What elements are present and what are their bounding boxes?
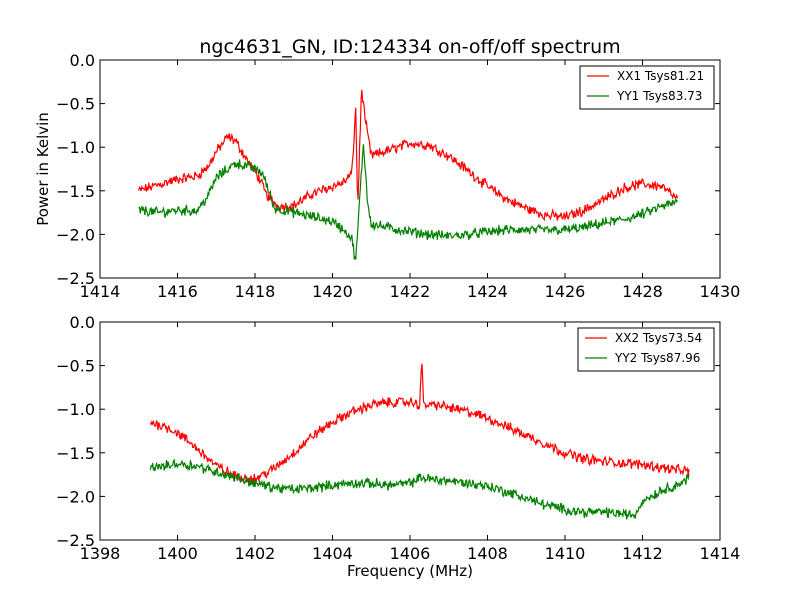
x-tick-label: 1420 bbox=[312, 282, 353, 301]
y-tick-label: −1.5 bbox=[56, 444, 95, 463]
legend-label: YY2 Tsys87.96 bbox=[614, 351, 700, 365]
legend-label: YY1 Tsys83.73 bbox=[616, 89, 702, 103]
y-tick-label: −1.0 bbox=[56, 400, 95, 419]
legend: XX2 Tsys73.54 YY2 Tsys87.96 bbox=[577, 327, 715, 372]
x-tick-label: 1406 bbox=[390, 544, 431, 563]
top-spectrum-panel: 1414 1416 1418 1420 1422 1424 1426 1428 1430 0.0 −… bbox=[56, 51, 740, 301]
series-line-yy bbox=[149, 458, 690, 520]
legend-label: XX1 Tsys81.21 bbox=[617, 69, 704, 83]
y-tick-label: −2.5 bbox=[56, 269, 95, 288]
x-tick-label: 1398 bbox=[80, 544, 121, 563]
y-tick-label: −0.5 bbox=[56, 357, 95, 376]
x-axis-label: Frequency (MHz) bbox=[347, 562, 473, 580]
y-tick-label: −2.0 bbox=[56, 225, 95, 244]
y-tick-label: 0.0 bbox=[70, 51, 95, 70]
legend: XX1 Tsys81.21 YY1 Tsys83.73 bbox=[579, 65, 715, 110]
y-tick-label: 0.0 bbox=[70, 313, 95, 332]
y-tick-label: −0.5 bbox=[56, 95, 95, 114]
x-tick-label: 1410 bbox=[545, 544, 586, 563]
figure-title: ngc4631_GN, ID:124334 on-off/off spectru… bbox=[199, 36, 620, 58]
series-line-xx bbox=[149, 363, 690, 485]
x-tick-label: 1416 bbox=[157, 282, 198, 301]
y-tick-label: −1.0 bbox=[56, 138, 95, 157]
x-tick-label: 1402 bbox=[235, 544, 276, 563]
x-tick-label: 1424 bbox=[467, 282, 508, 301]
x-tick-label: 1404 bbox=[312, 544, 353, 563]
x-tick-label: 1408 bbox=[467, 544, 508, 563]
x-tick-label: 1414 bbox=[80, 282, 121, 301]
x-tick-label: 1418 bbox=[235, 282, 276, 301]
y-axis-label: Power in Kelvin bbox=[34, 112, 52, 226]
y-tick-label: −1.5 bbox=[56, 182, 95, 201]
series-line-xx bbox=[138, 89, 678, 222]
x-tick-label: 1414 bbox=[700, 544, 741, 563]
legend-box bbox=[579, 65, 715, 110]
x-tick-label: 1430 bbox=[700, 282, 741, 301]
x-tick-label: 1400 bbox=[157, 544, 198, 563]
x-tick-label: 1422 bbox=[390, 282, 431, 301]
x-tick-label: 1412 bbox=[622, 544, 663, 563]
y-tick-label: −2.0 bbox=[56, 487, 95, 506]
y-tick-label: −2.5 bbox=[56, 531, 95, 550]
x-tick-label: 1426 bbox=[545, 282, 586, 301]
bottom-spectrum-panel: 1398 1400 1402 1404 1406 1408 1410 1412 1414 0.0 −… bbox=[56, 313, 740, 563]
x-tick-label: 1428 bbox=[622, 282, 663, 301]
legend-box bbox=[577, 327, 715, 372]
legend-label: XX2 Tsys73.54 bbox=[615, 331, 702, 345]
series-line-yy bbox=[138, 144, 678, 261]
